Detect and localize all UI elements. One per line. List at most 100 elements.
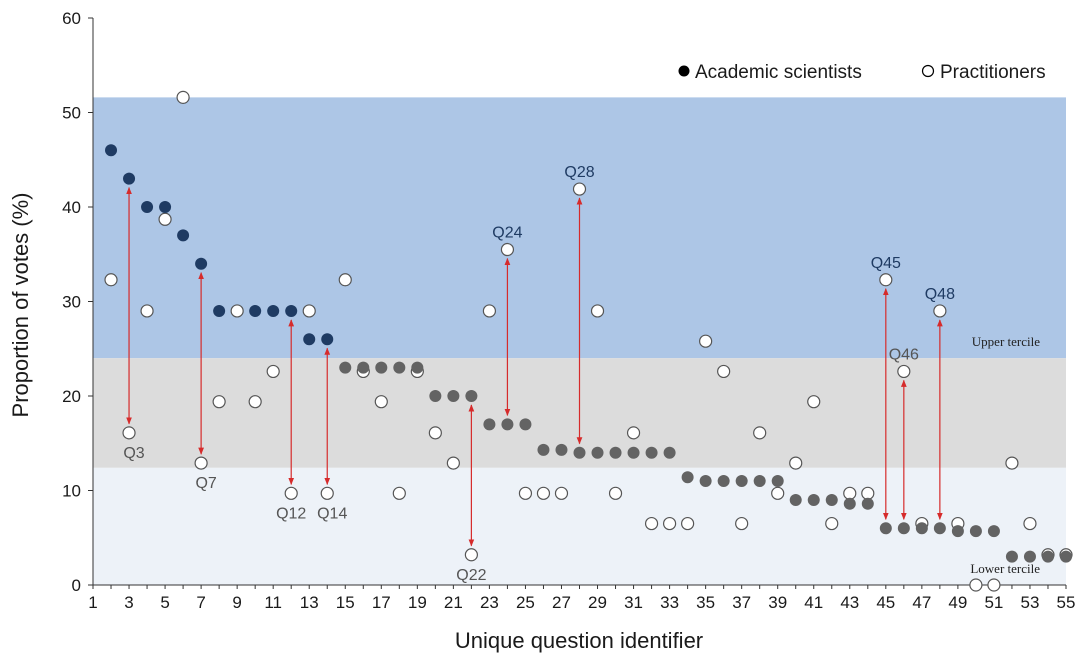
x-tick-label: 53 [1021,593,1040,612]
label-q12: Q12 [276,505,306,522]
x-tick-label: 1 [88,593,97,612]
practitioner-point [482,304,497,318]
x-tick-label: 3 [124,593,133,612]
x-tick-label: 43 [840,593,859,612]
academic-point [375,361,388,374]
practitioner-point [590,304,605,318]
x-tick-label: 49 [948,593,967,612]
practitioner-point [753,426,767,440]
academic-point [645,446,658,459]
practitioner-point [518,486,533,500]
academic-point [879,522,892,535]
academic-point [1005,550,1018,563]
practitioner-point [194,456,208,470]
label-q46: Q46 [889,346,919,363]
x-tick-label: 5 [160,593,169,612]
label-q3: Q3 [123,445,144,462]
data-points [104,90,1073,592]
practitioner-point [681,516,695,531]
practitioner-point [104,273,118,287]
academic-point [987,525,1000,538]
academic-point [195,257,208,270]
practitioner-point [176,90,190,104]
academic-point [1041,550,1054,563]
label-q7: Q7 [195,475,216,492]
academic-point [1023,550,1036,563]
academic-point [609,446,622,459]
y-tick-label: 60 [62,9,81,28]
academic-point [141,201,154,213]
academic-point [969,525,982,538]
practitioner-point [717,364,731,379]
academic-point [213,304,226,317]
practitioner-point [374,395,388,409]
practitioner-point [987,578,1001,592]
practitioner-point [446,456,460,470]
x-tick-label: 31 [624,593,643,612]
practitioner-point [735,516,749,531]
practitioner-point [572,182,587,196]
y-axis-title: Proportion of votes (%) [8,193,33,418]
x-tick-label: 9 [232,593,241,612]
x-tick-label: 45 [876,593,895,612]
practitioner-point [843,486,857,500]
legend: Academic scientists Practitioners [678,62,1046,83]
y-tick-label: 20 [62,387,81,406]
academic-point [555,443,568,456]
x-tick-label: 17 [372,593,391,612]
academic-point [915,522,928,535]
practitioner-point [1023,516,1037,531]
academic-point [753,475,766,488]
academic-point [897,522,910,535]
y-tick-label: 50 [62,104,81,123]
label-q22: Q22 [456,567,486,584]
legend-marker-academic [678,65,690,77]
practitioner-point [284,486,298,500]
academic-point [483,418,496,431]
practitioner-point [320,486,334,500]
x-tick-label: 15 [336,593,355,612]
x-tick-label: 23 [480,593,499,612]
academic-point [105,144,118,157]
academic-point [447,390,460,402]
academic-point [861,497,874,510]
academic-point [789,493,802,506]
practitioner-point [230,304,244,318]
academic-point [843,497,856,510]
academic-point [771,475,784,488]
practitioner-point [807,395,821,409]
y-tick-label: 30 [62,293,81,312]
practitioner-point [302,304,316,318]
label-q14: Q14 [317,505,347,522]
practitioner-point [140,304,154,318]
academic-point [735,475,748,488]
academic-point [285,304,298,317]
practitioner-point [879,273,893,287]
academic-point [591,446,604,459]
x-tick-label: 21 [444,593,463,612]
practitioner-point [554,486,569,500]
practitioner-point [1005,456,1019,470]
x-tick-label: 37 [732,593,751,612]
practitioner-point [122,426,136,440]
practitioner-point [608,486,623,500]
y-tick-label: 0 [72,576,81,595]
x-tick-label: 27 [552,593,571,612]
academic-point [1060,550,1072,563]
academic-point [123,172,136,185]
legend-label-academic: Academic scientists [695,62,862,83]
label-q45: Q45 [871,255,901,272]
academic-point [159,201,172,213]
practitioner-point [464,548,478,562]
academic-point [825,493,838,506]
academic-point [267,304,280,317]
x-tick-label: 19 [408,593,427,612]
academic-point [663,446,676,459]
academic-point [177,229,190,242]
academic-point [249,304,262,317]
academic-point [321,333,334,346]
academic-point [933,522,946,535]
practitioner-point [536,486,551,500]
academic-point [537,443,550,456]
